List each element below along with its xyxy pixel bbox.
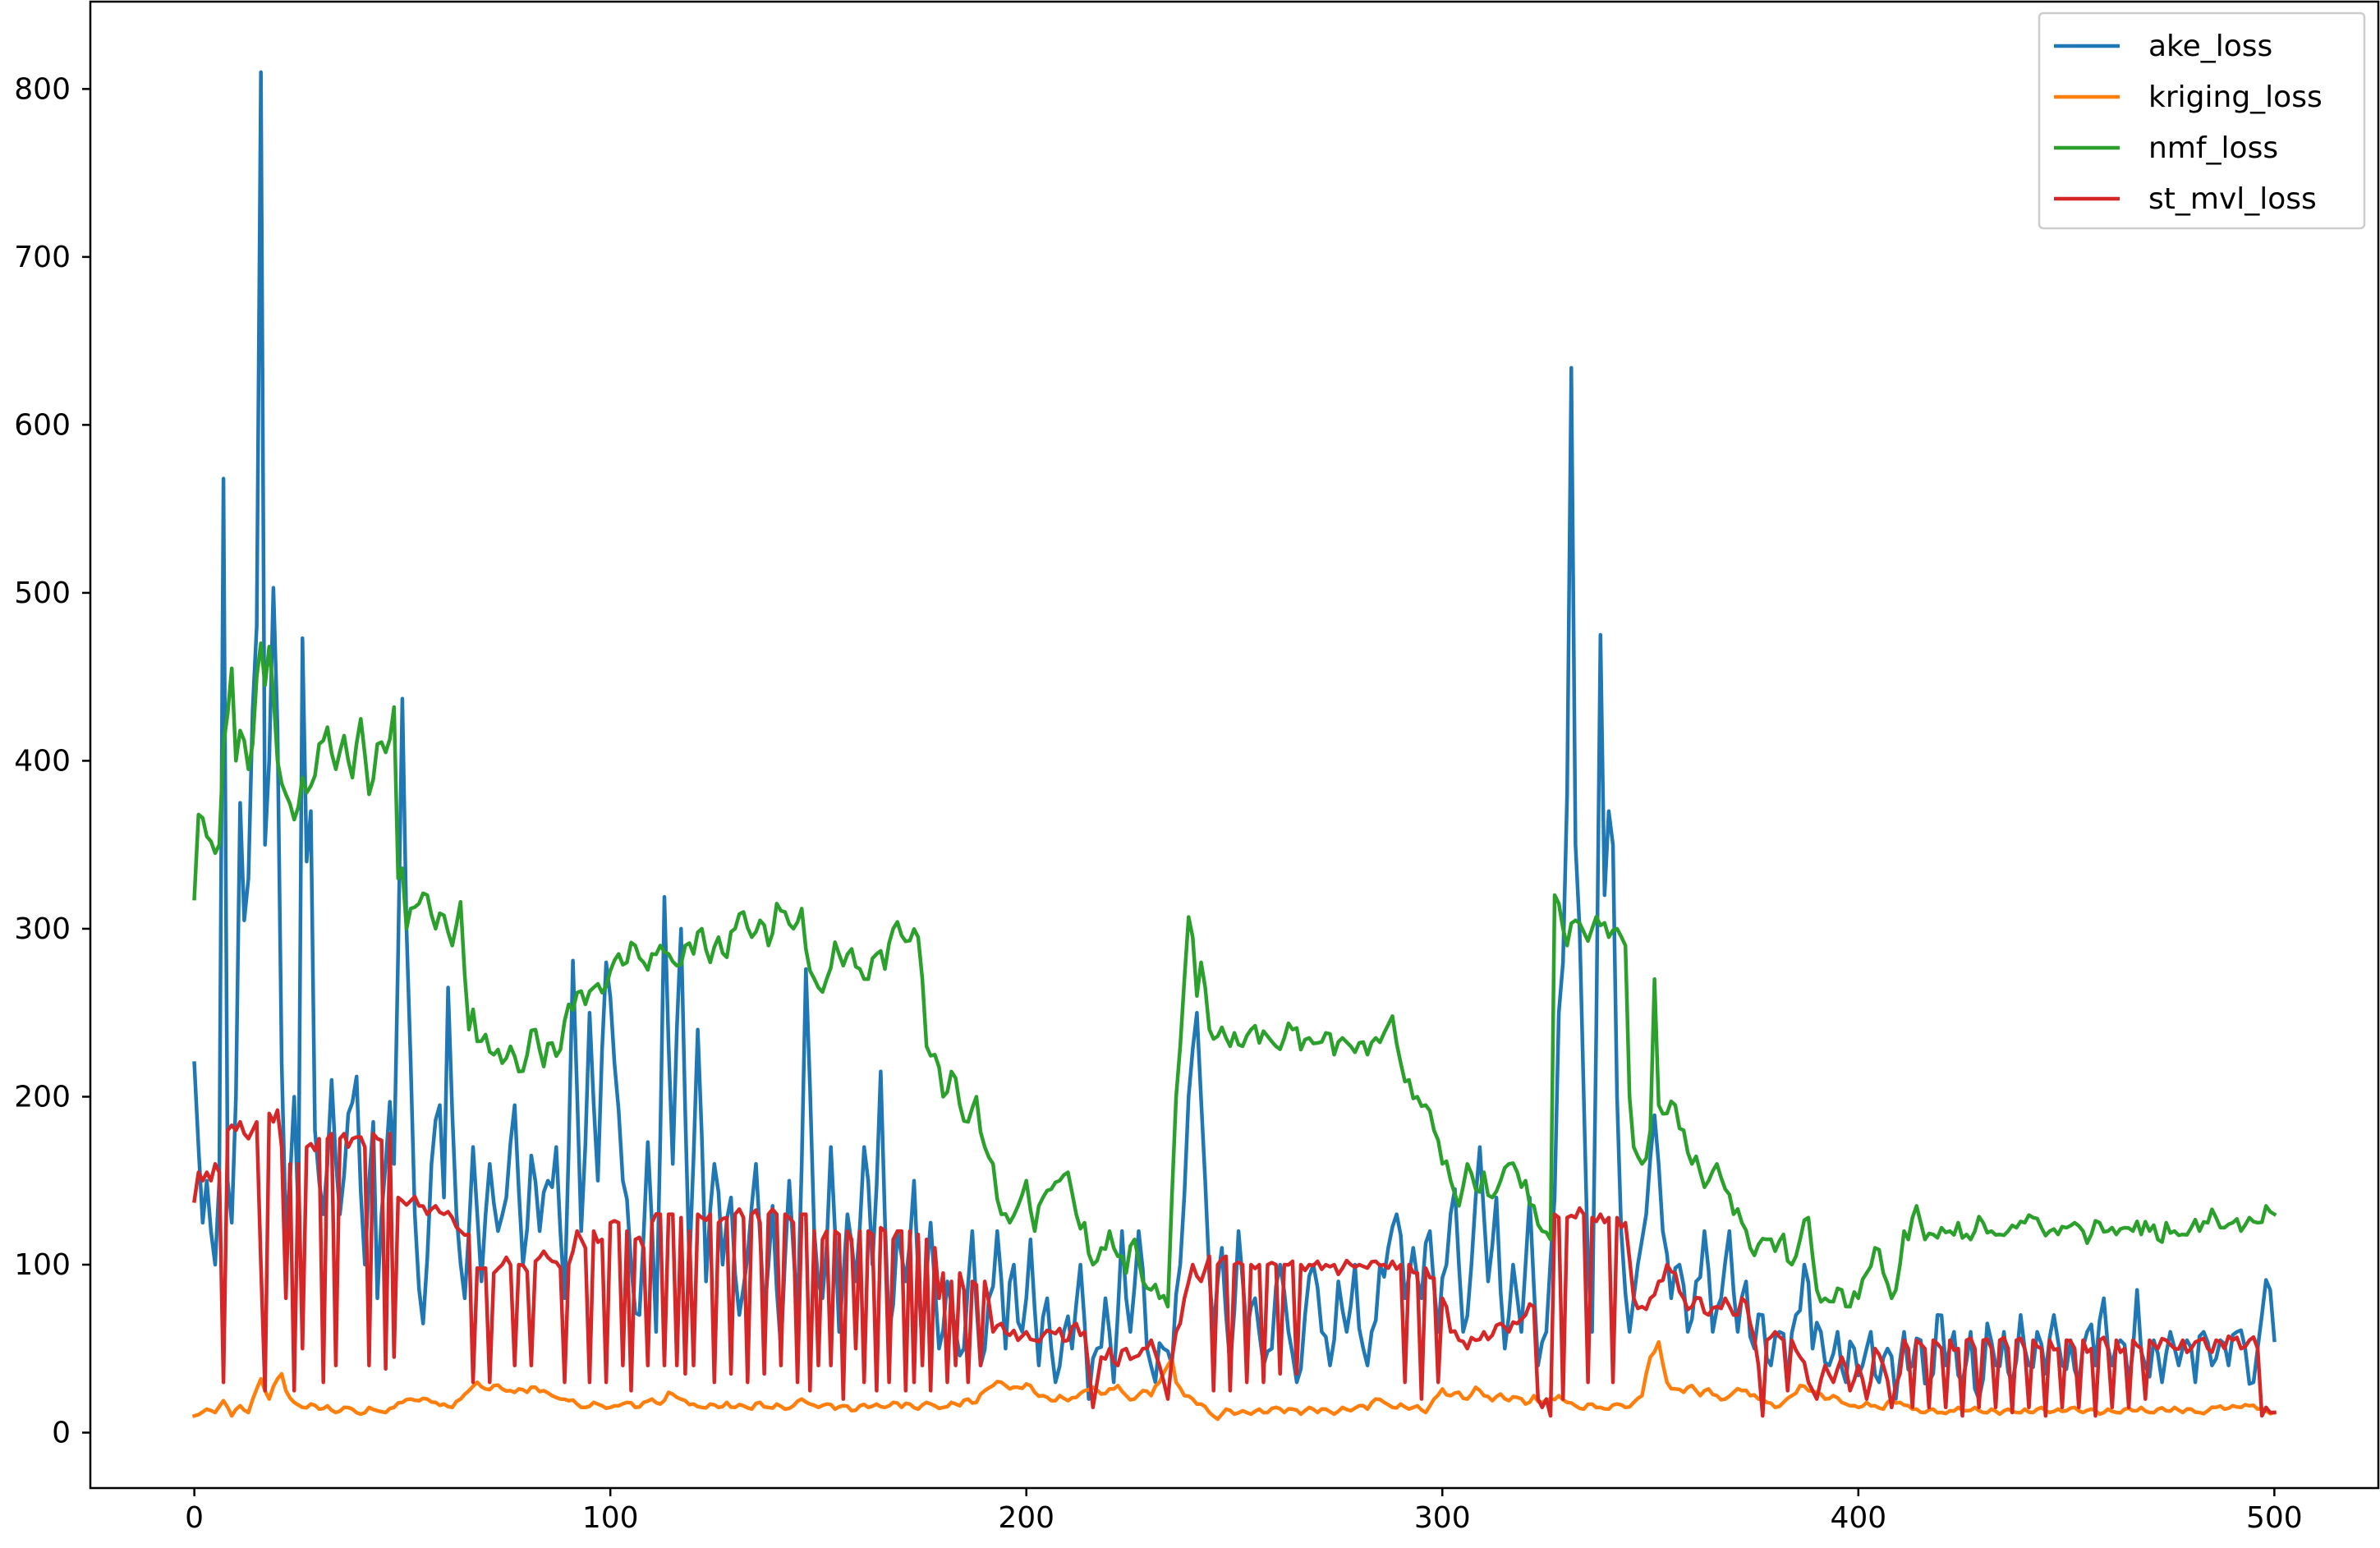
x-tick-label: 0 bbox=[185, 1501, 204, 1535]
plot-frame bbox=[89, 0, 2380, 1490]
y-tick-label: 500 bbox=[14, 576, 71, 610]
x-tick-label: 100 bbox=[582, 1501, 639, 1535]
y-tick-label: 0 bbox=[52, 1417, 71, 1450]
x-tick-label: 300 bbox=[1414, 1501, 1471, 1535]
series-line-kriging-loss bbox=[191, 1339, 2277, 1422]
legend: ake_loss kriging_loss nmf_loss st_mvl_loss bbox=[2038, 11, 2366, 230]
y-tick-label: 100 bbox=[14, 1248, 71, 1282]
series-line-nmf-loss bbox=[192, 641, 2277, 1309]
x-tick-label: 200 bbox=[998, 1501, 1054, 1535]
legend-label-nmf-loss: nmf_loss bbox=[2148, 131, 2278, 165]
series-layer bbox=[191, 70, 2277, 1422]
ticks-layer: 0 100 200 300 400 500 0 100 200 300 400 500 600 700 80… bbox=[14, 72, 2302, 1535]
legend-box bbox=[2038, 11, 2366, 230]
series-line-st-mvl-loss bbox=[192, 1108, 2277, 1418]
y-tick-label: 600 bbox=[14, 408, 71, 442]
legend-label-kriging-loss: kriging_loss bbox=[2148, 80, 2323, 114]
x-tick-label: 500 bbox=[2246, 1501, 2303, 1535]
x-tick-label: 400 bbox=[1830, 1501, 1886, 1535]
legend-label-st-mvl-loss: st_mvl_loss bbox=[2148, 182, 2317, 216]
y-tick-label: 700 bbox=[14, 241, 71, 274]
y-tick-label: 400 bbox=[14, 744, 71, 778]
y-tick-label: 300 bbox=[14, 912, 71, 946]
y-tick-label: 800 bbox=[14, 72, 71, 106]
legend-label-ake-loss: ake_loss bbox=[2148, 30, 2272, 63]
y-tick-label: 200 bbox=[14, 1080, 71, 1114]
